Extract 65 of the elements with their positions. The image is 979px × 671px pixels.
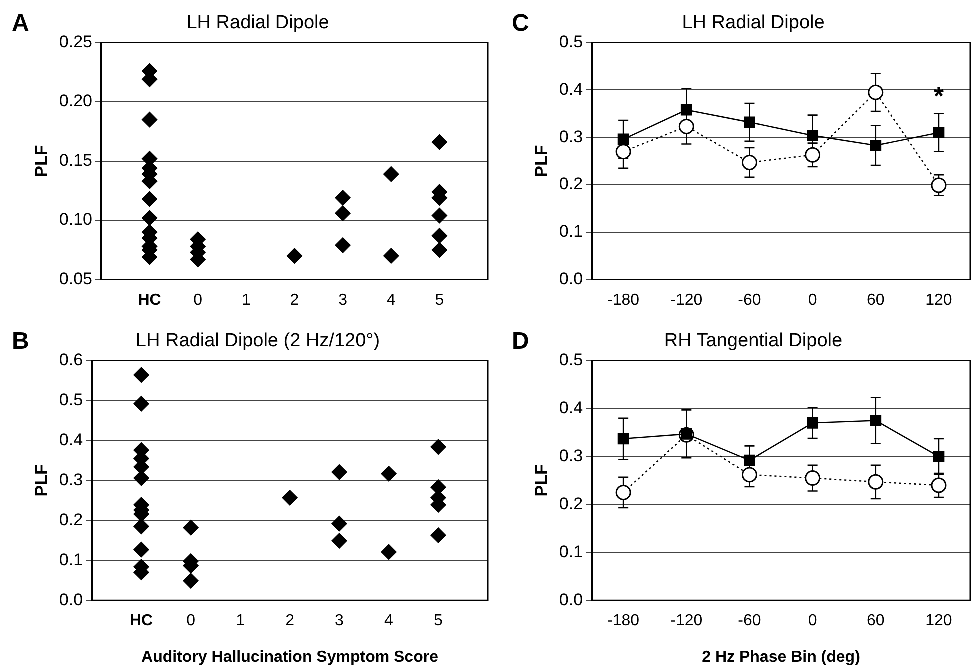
y-tick-label: 0.25 xyxy=(59,32,92,52)
x-tick-label: 120 xyxy=(926,292,952,309)
y-tick-label: 0.5 xyxy=(59,390,84,410)
y-tick-label: 0.5 xyxy=(559,350,584,370)
x-tick-label: 4 xyxy=(384,612,394,630)
chart-title: LH Radial Dipole xyxy=(682,12,825,34)
y-tick-label: 0.20 xyxy=(59,92,92,111)
y-tick-label: 0.0 xyxy=(59,590,84,610)
y-axis-title: PLF xyxy=(532,464,551,497)
y-tick-label: 0.5 xyxy=(559,32,584,52)
y-tick-label: 0.2 xyxy=(559,174,584,194)
y-tick-label: 0.0 xyxy=(559,590,584,610)
y-tick-label: 0.3 xyxy=(559,446,584,466)
text: A xyxy=(12,10,30,38)
y-axis-title: PLF xyxy=(32,464,51,497)
x-axis-title: 2 Hz Phase Bin (deg) xyxy=(702,648,860,666)
y-tick-label: 0.15 xyxy=(59,150,92,170)
y-axis-title: PLF xyxy=(32,145,51,178)
x-tick-label: 5 xyxy=(435,292,444,309)
x-tick-label: HC xyxy=(130,612,154,630)
y-axis-title: PLF xyxy=(532,145,551,178)
chart-title: RH Tangential Dipole xyxy=(664,330,843,352)
chart-title: LH Radial Dipole xyxy=(186,12,330,34)
x-tick-label: 0 xyxy=(808,612,818,630)
x-tick-label: 0 xyxy=(808,292,818,309)
x-tick-label: -180 xyxy=(608,292,640,309)
y-tick-label: 0.2 xyxy=(559,494,584,514)
x-tick-label: 4 xyxy=(386,292,396,309)
x-tick-label: -120 xyxy=(670,612,703,630)
x-tick-label: 1 xyxy=(242,292,251,309)
chart-title: LH Radial Dipole (2 Hz/120°) xyxy=(136,330,380,352)
y-tick-label: 0.4 xyxy=(559,398,584,418)
x-tick-label: -60 xyxy=(738,292,762,309)
y-tick-label: 0.3 xyxy=(59,470,84,490)
x-tick-label: -180 xyxy=(608,612,640,630)
x-tick-label: 5 xyxy=(434,612,444,630)
y-tick-label: 0.3 xyxy=(559,127,584,146)
annotation: * xyxy=(934,80,945,111)
x-tick-label: 2 xyxy=(290,292,300,309)
x-tick-label: 0 xyxy=(194,292,203,309)
y-tick-label: 0.2 xyxy=(59,510,84,530)
x-tick-label: 2 xyxy=(286,612,295,630)
x-tick-label: 60 xyxy=(866,612,885,630)
y-tick-label: 0.4 xyxy=(59,430,84,450)
x-tick-label: -120 xyxy=(670,292,703,309)
y-tick-label: 0.0 xyxy=(559,269,584,288)
y-tick-label: 0.4 xyxy=(559,80,584,99)
x-tick-label: 120 xyxy=(926,612,952,630)
y-tick-label: 0.1 xyxy=(59,550,84,570)
x-tick-label: -60 xyxy=(738,612,762,630)
y-tick-label: 0.10 xyxy=(59,210,92,230)
y-tick-label: 0.1 xyxy=(559,542,584,562)
x-tick-label: HC xyxy=(138,292,162,309)
y-tick-label: 0.05 xyxy=(59,269,92,288)
text: C xyxy=(512,10,530,38)
y-tick-label: 0.1 xyxy=(559,222,584,242)
x-tick-label: 1 xyxy=(236,612,246,630)
x-tick-label: 3 xyxy=(335,612,344,630)
x-tick-label: 0 xyxy=(186,612,196,630)
x-axis-title: Auditory Hallucination Symptom Score xyxy=(142,648,439,666)
text: B xyxy=(12,328,30,356)
x-tick-label: 3 xyxy=(338,292,348,309)
text: D xyxy=(512,328,530,356)
x-tick-label: 60 xyxy=(866,292,885,309)
y-tick-label: 0.6 xyxy=(59,350,84,370)
